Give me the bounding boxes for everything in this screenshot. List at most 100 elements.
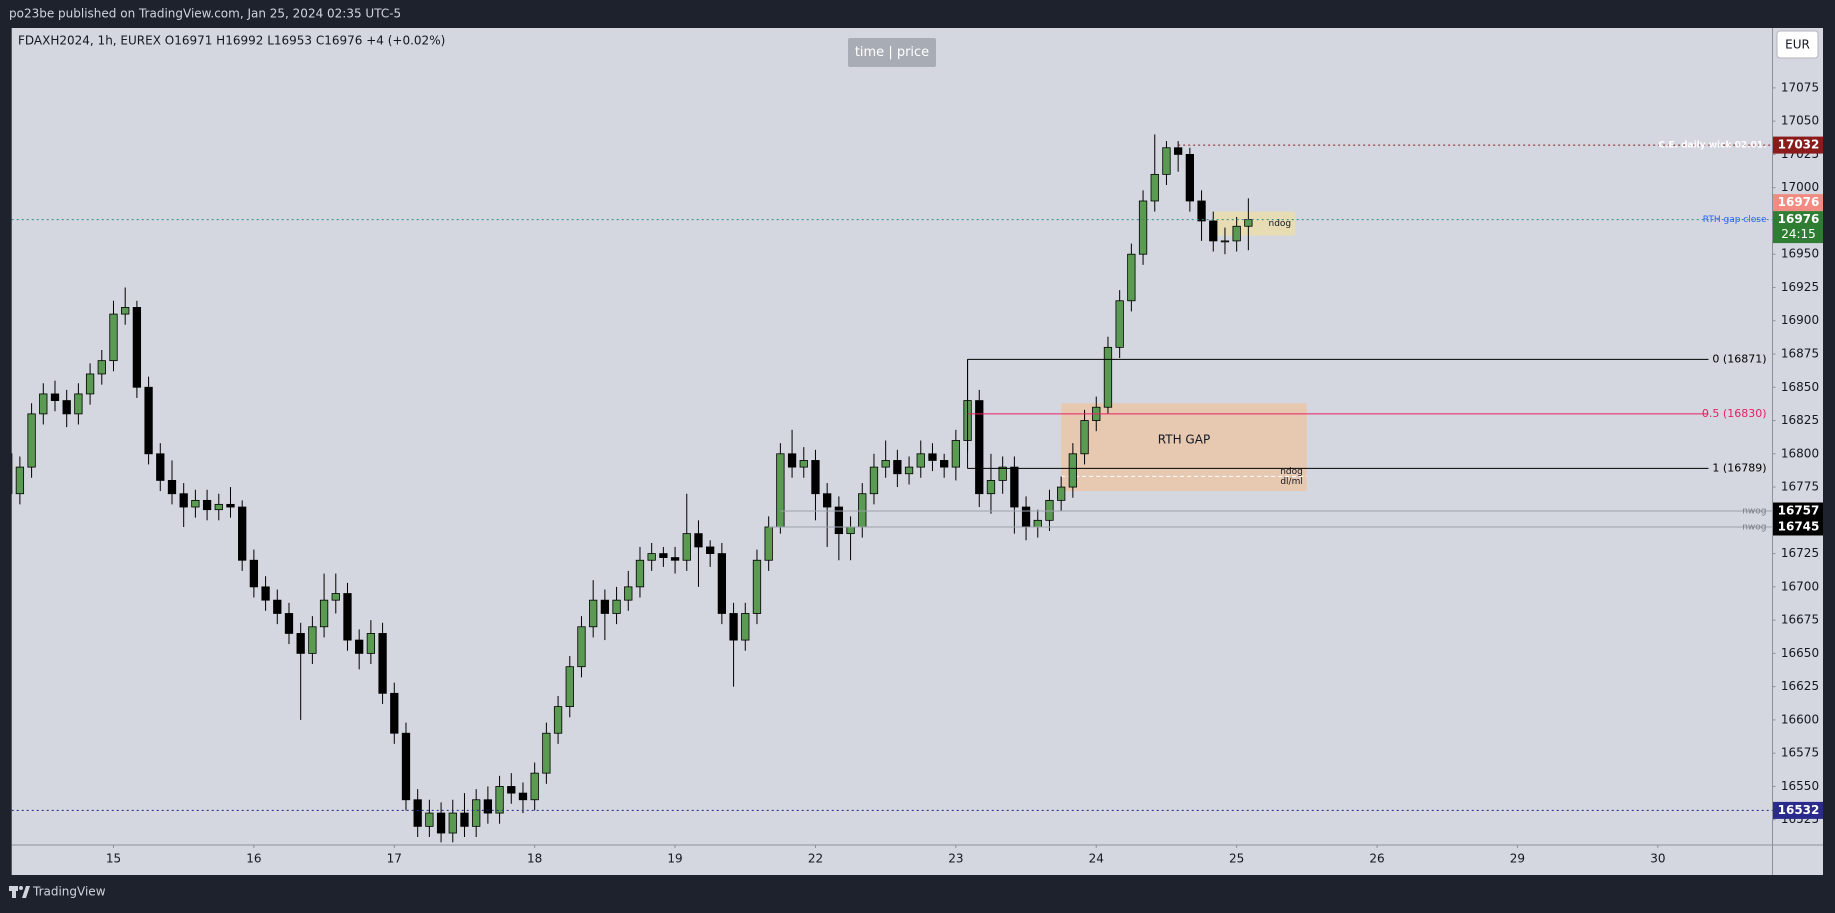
candle-body <box>1138 200 1148 255</box>
candle-body <box>624 586 633 601</box>
y-tick-label: 16675 <box>1781 613 1819 627</box>
candle-body <box>355 639 364 654</box>
candle-body <box>869 466 879 495</box>
candle-body <box>729 613 738 641</box>
candle-body <box>62 400 71 415</box>
candle-body <box>893 460 902 475</box>
x-tick-label: 17 <box>387 852 402 866</box>
candle-body <box>1209 220 1218 242</box>
x-tick-label: 25 <box>1229 852 1244 866</box>
mode-button[interactable] <box>848 38 936 67</box>
candle-body <box>261 586 270 601</box>
y-tick-label: 16625 <box>1781 679 1819 693</box>
candle-body <box>11 453 13 495</box>
price-tag-label: 17032 <box>1778 138 1820 152</box>
candle-body <box>85 373 95 395</box>
candle-body <box>846 526 855 535</box>
candle-body <box>1174 147 1183 155</box>
x-tick-label: 24 <box>1089 852 1104 866</box>
y-tick-label: 16550 <box>1781 779 1819 793</box>
candle-body <box>331 593 340 601</box>
candle-body <box>273 599 282 614</box>
candle-body <box>975 400 984 495</box>
candle-body <box>659 553 668 558</box>
candle-body <box>600 599 610 614</box>
candle-body <box>542 732 551 774</box>
candle-body <box>308 626 317 654</box>
candle-body <box>1127 253 1136 302</box>
candle-body <box>530 772 539 801</box>
y-tick-label: 17075 <box>1781 80 1819 94</box>
brand-logo <box>9 886 30 898</box>
top-bar <box>0 0 1835 28</box>
candle-body <box>986 480 996 495</box>
zone-mid-label: dl/ml <box>1280 477 1303 487</box>
candle-body <box>238 506 247 561</box>
candle-body <box>507 786 516 794</box>
candle-body <box>296 633 305 654</box>
price-tag <box>1773 194 1823 212</box>
zone-label: ndog <box>1269 219 1292 229</box>
right-edge <box>1823 28 1835 875</box>
candle-body <box>904 466 914 475</box>
candle-body <box>1115 300 1124 348</box>
candle-body <box>50 393 60 401</box>
mode-button-label[interactable]: time | price <box>855 45 929 60</box>
zone-mid-label: ndog <box>1280 467 1303 477</box>
candle-body <box>612 599 621 614</box>
y-tick-label: 17050 <box>1781 114 1819 128</box>
price-tag <box>1773 801 1823 819</box>
price-tag <box>1773 502 1823 520</box>
candle-body <box>97 360 106 375</box>
candle-body <box>319 599 329 628</box>
candle-body <box>1232 225 1241 242</box>
candle-body <box>694 533 703 548</box>
x-tick-label: 16 <box>246 852 261 866</box>
candle-body <box>635 559 645 588</box>
left-edge <box>0 28 12 875</box>
y-tick-label: 16725 <box>1781 546 1819 560</box>
candle-body <box>390 692 399 734</box>
candle-body <box>858 493 867 528</box>
zone-label: RTH GAP <box>1158 432 1210 446</box>
price-tag <box>1773 136 1823 154</box>
y-tick-label: 16875 <box>1781 347 1819 361</box>
candle-body <box>799 460 808 468</box>
chart-background <box>0 28 1835 875</box>
candle-body <box>413 799 422 827</box>
level-label: RTH gap close <box>1703 215 1767 225</box>
price-tag <box>1773 211 1823 244</box>
x-tick-label: 26 <box>1369 852 1384 866</box>
y-tick-label: 16850 <box>1781 380 1819 394</box>
level-label: nwog <box>1742 522 1766 532</box>
candle-body <box>284 613 294 634</box>
currency-label[interactable]: EUR <box>1785 38 1810 52</box>
candle-body <box>1010 466 1019 508</box>
level-label: nwog <box>1742 507 1766 517</box>
candle-body <box>1185 154 1195 202</box>
candle-body <box>1045 499 1054 521</box>
candle-body <box>834 506 844 535</box>
candle-body <box>787 453 797 468</box>
candle-body <box>249 559 259 588</box>
candle-body <box>1080 420 1089 455</box>
publish-info: po23be published on TradingView.com, Jan… <box>9 7 401 21</box>
price-tag <box>1773 518 1823 536</box>
symbol-legend: FDAXH2024, 1h, EUREX O16971 H16992 L1695… <box>18 34 445 48</box>
candle-body <box>214 503 223 511</box>
currency-box[interactable] <box>1776 30 1819 59</box>
candle-body <box>495 786 504 814</box>
countdown-label: 24:15 <box>1781 227 1816 241</box>
candle-body <box>916 453 925 468</box>
price-tag-label: 16745 <box>1778 519 1820 533</box>
x-tick-label: 22 <box>808 852 823 866</box>
candle-body <box>518 792 528 801</box>
candle-body <box>670 557 680 561</box>
candle-body <box>565 666 574 708</box>
axes: 1652516550165751660016625166501667516700… <box>106 80 1823 866</box>
candle-body <box>1057 486 1066 501</box>
candle-body <box>706 546 715 554</box>
x-tick-label: 19 <box>667 852 682 866</box>
x-tick-label: 18 <box>527 852 542 866</box>
